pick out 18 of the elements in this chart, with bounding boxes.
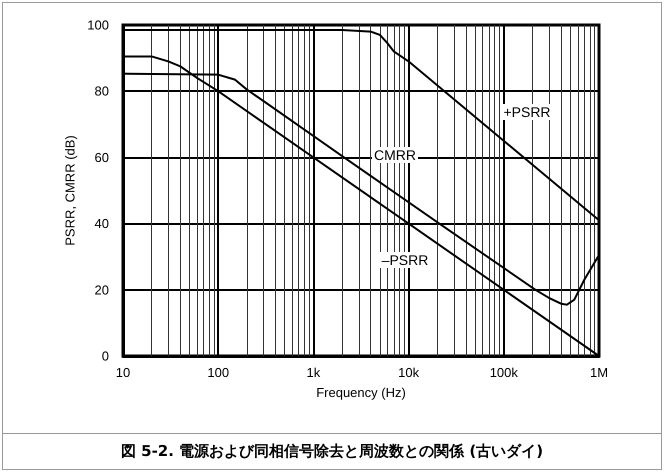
- x-tick-label: 1k: [306, 365, 321, 380]
- x-tick-label: 100: [207, 365, 230, 380]
- y-tick-label: 80: [94, 84, 109, 99]
- y-tick-label: 0: [102, 348, 109, 364]
- y-tick-label: 100: [87, 18, 109, 32]
- x-tick-label: 10: [116, 365, 130, 380]
- y-tick-label: 40: [94, 216, 109, 232]
- annotation: +PSRR: [503, 104, 551, 120]
- y-tick-label: 60: [94, 150, 109, 165]
- x-tick-label: 100k: [490, 365, 518, 380]
- x-tick-label: 1M: [590, 365, 608, 380]
- y-tick-label: 20: [94, 282, 109, 298]
- y-axis-title: PSRR, CMRR (dB): [62, 135, 78, 246]
- x-tick-label: 10k: [398, 365, 420, 380]
- x-axis-title: Frequency (Hz): [316, 385, 406, 400]
- text: 図 5-2. 電源および同相信号除去と周波数との関係 (古いダイ): [3, 433, 661, 469]
- annotation: CMRR: [374, 147, 416, 163]
- annotation: –PSRR: [382, 252, 428, 268]
